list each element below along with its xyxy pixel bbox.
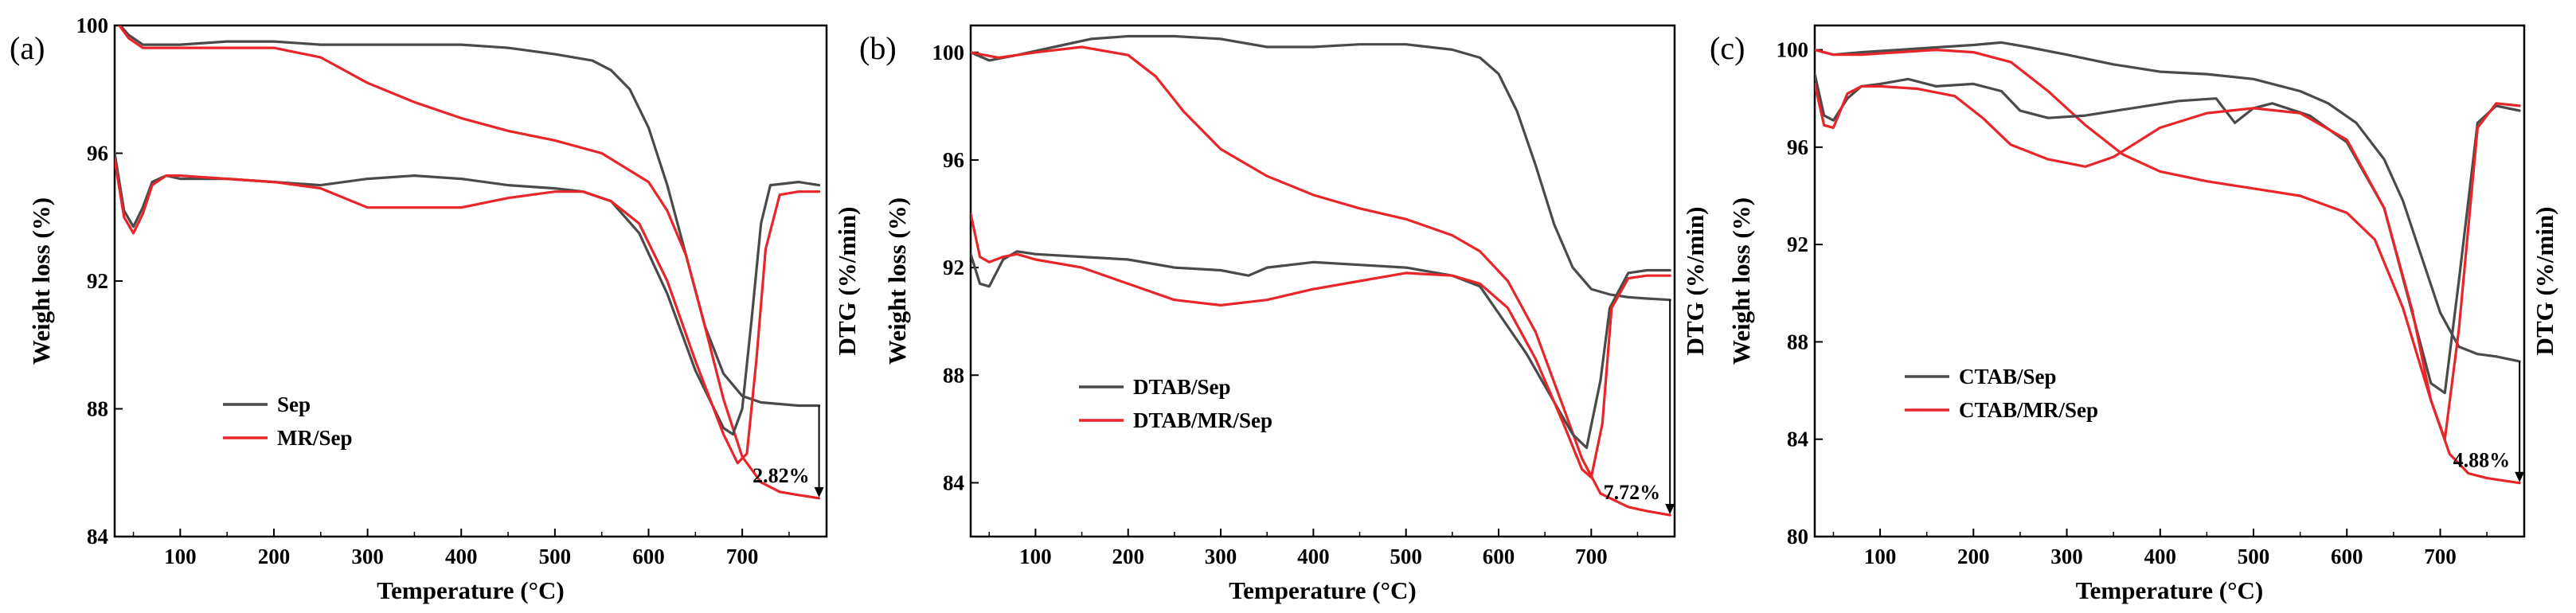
- series-line-sep-tg: [118, 25, 821, 408]
- y-tick-label: 88: [1787, 330, 1808, 353]
- y-tick-label: 84: [87, 525, 108, 549]
- secondary-y-axis-title: DTG (%/min): [833, 207, 861, 356]
- x-tick-label: 600: [632, 545, 665, 568]
- series-line-dtab-mr-sep-tg: [971, 45, 1671, 517]
- chart-panel-2: 100 200 300 400 500 600 700 80 84 88 92 96 100 Temper…: [1710, 24, 2558, 604]
- secondary-y-axis-title: DTG (%/min): [2531, 207, 2558, 356]
- x-axis-title: Temperature (°C): [377, 576, 564, 604]
- panel-label: (c): [1710, 30, 1745, 66]
- x-tick-label: 600: [1483, 545, 1515, 568]
- y-tick-label: 96: [87, 142, 108, 166]
- panel-label: (b): [859, 30, 897, 66]
- series-line-dtab-mr-sep-dtg: [971, 212, 1671, 479]
- mass-loss-annotation: 2.82%: [752, 464, 810, 487]
- annotation-arrow-head: [1665, 503, 1675, 514]
- x-tick-label: 200: [258, 545, 291, 568]
- legend-label: CTAB/Sep: [1959, 365, 2057, 388]
- x-tick-label: 100: [164, 545, 197, 568]
- annotation-arrow-head: [814, 486, 824, 498]
- x-tick-label: 400: [2144, 545, 2177, 568]
- y-tick-label: 92: [1787, 232, 1808, 256]
- series-line-sep-dtg: [115, 151, 821, 436]
- series-line-mr-sep-dtg: [115, 158, 821, 465]
- x-tick-label: 500: [1390, 545, 1422, 568]
- series-line-dtab-sep-dtg: [971, 250, 1671, 450]
- y-tick-label: 96: [1787, 135, 1808, 159]
- x-tick-label: 600: [2331, 545, 2363, 568]
- y-tick-label: 80: [1787, 525, 1808, 549]
- x-tick-label: 300: [1205, 545, 1237, 568]
- x-axis-title: Temperature (°C): [2076, 576, 2263, 604]
- mass-loss-annotation: 7.72%: [1604, 481, 1661, 504]
- series-line-ctab-sep-dtg: [1815, 72, 2521, 395]
- x-tick-label: 200: [1112, 545, 1144, 568]
- plot-frame: [1813, 24, 2526, 538]
- y-tick-label: 84: [1787, 428, 1808, 451]
- chart-panel-1: 100 200 300 400 500 600 700 84 88 92 96 100 Temperat…: [859, 24, 1709, 604]
- y-tick-label: 88: [87, 397, 108, 421]
- x-tick-label: 700: [1575, 545, 1608, 568]
- secondary-y-axis-title: DTG (%/min): [1681, 207, 1709, 356]
- legend-label: CTAB/MR/Sep: [1959, 398, 2098, 422]
- x-tick-label: 100: [1019, 545, 1052, 568]
- panel-label: (a): [10, 30, 45, 66]
- y-tick-label: 100: [76, 14, 109, 37]
- x-tick-label: 200: [1957, 545, 1990, 568]
- y-tick-label: 100: [932, 41, 965, 64]
- y-tick-label: 88: [943, 363, 964, 387]
- y-tick-label: 92: [87, 269, 108, 293]
- x-tick-label: 400: [445, 545, 478, 568]
- y-axis-title: Weight loss (%): [27, 197, 55, 365]
- series-line-ctab-sep-tg: [1815, 41, 2521, 363]
- mass-loss-annotation: 4.88%: [2453, 449, 2511, 472]
- annotation-arrow-head: [2515, 471, 2525, 482]
- y-tick-label: 84: [943, 470, 964, 494]
- plot-frame: [113, 24, 828, 538]
- x-tick-label: 500: [2238, 545, 2270, 568]
- series-line-mr-sep-tg: [117, 25, 821, 500]
- series-line-ctab-mr-sep-dtg: [1815, 82, 2521, 441]
- x-tick-label: 700: [726, 545, 759, 568]
- plot-frame: [969, 24, 1676, 538]
- series-line-ctab-mr-sep-tg: [1815, 49, 2521, 485]
- y-tick-label: 96: [943, 148, 964, 172]
- legend-label: MR/Sep: [277, 426, 353, 450]
- x-axis-title: Temperature (°C): [1229, 576, 1416, 604]
- chart-panel-0: 100 200 300 400 500 600 700 84 88 92 96 100 Temperat…: [10, 14, 861, 604]
- y-tick-label: 92: [943, 256, 964, 279]
- x-tick-label: 700: [2424, 545, 2457, 568]
- legend-label: Sep: [277, 392, 311, 416]
- y-tick-label: 100: [1777, 38, 1809, 62]
- x-tick-label: 400: [1297, 545, 1330, 568]
- x-tick-label: 300: [351, 545, 384, 568]
- y-axis-title: Weight loss (%): [883, 197, 911, 365]
- legend-label: DTAB/Sep: [1133, 375, 1231, 399]
- x-tick-label: 300: [2050, 545, 2083, 568]
- legend-label: DTAB/MR/Sep: [1133, 408, 1272, 432]
- x-tick-label: 100: [1864, 545, 1897, 568]
- y-axis-title: Weight loss (%): [1727, 197, 1755, 365]
- x-tick-label: 500: [539, 545, 572, 568]
- series-line-dtab-sep-tg: [971, 34, 1671, 302]
